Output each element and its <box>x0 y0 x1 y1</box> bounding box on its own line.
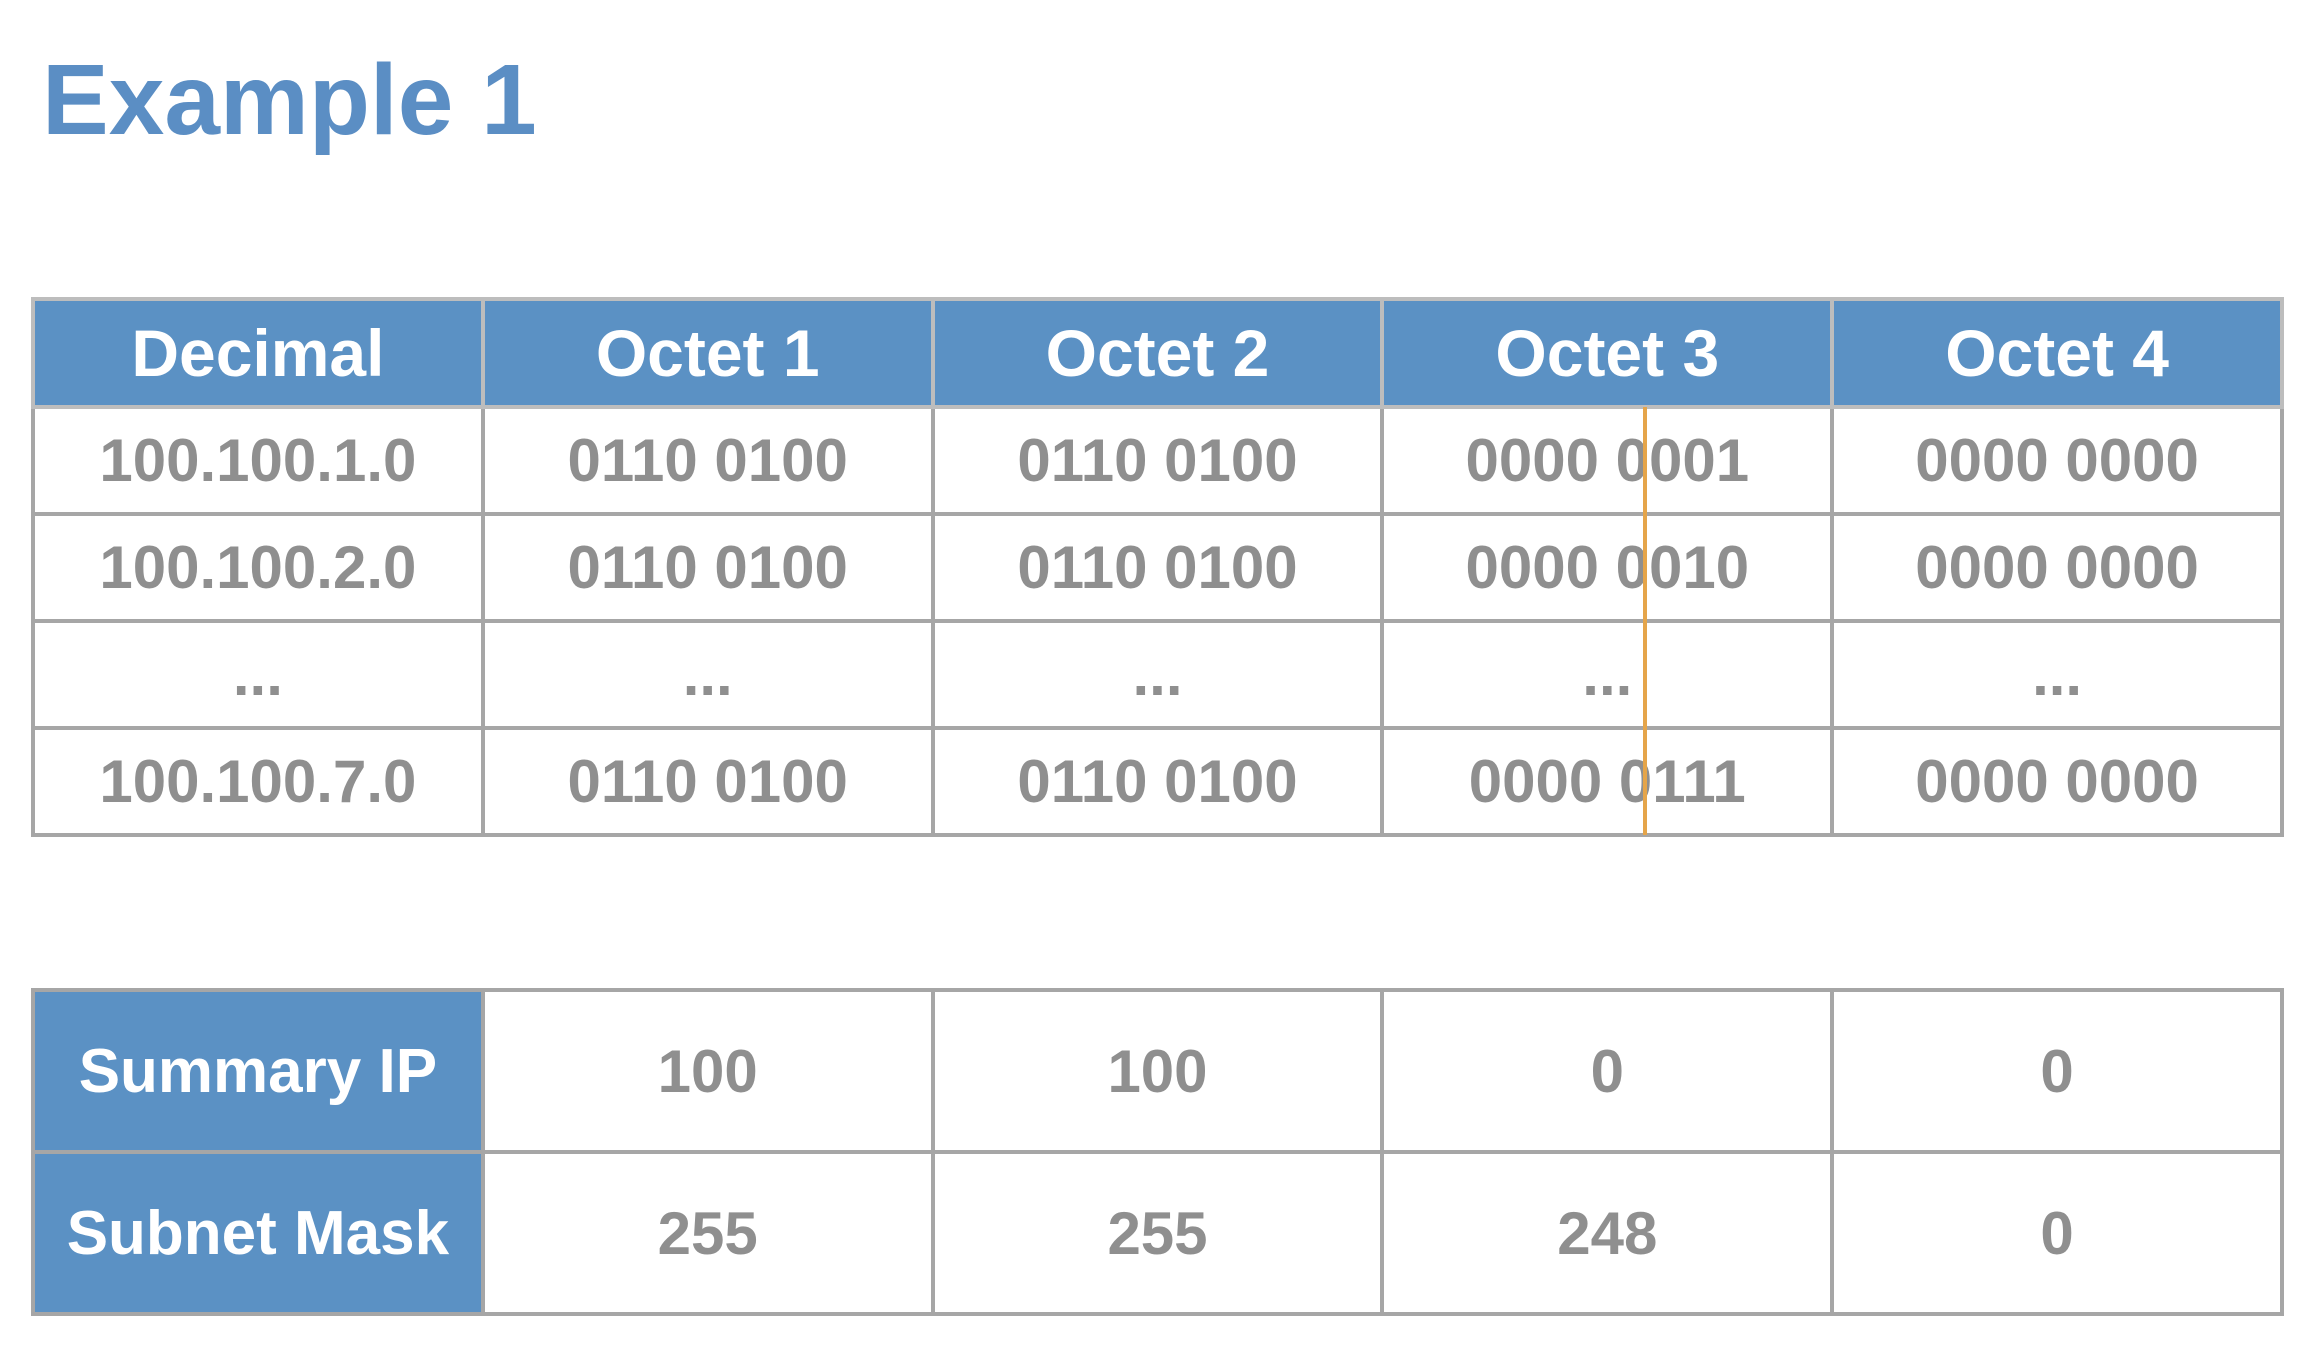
header-octet-2: Octet 2 <box>930 297 1385 409</box>
header-octet-3: Octet 3 <box>1380 297 1835 409</box>
summary-ip-octet-2: 100 <box>930 988 1385 1154</box>
octet-table-header-row: Decimal Octet 1 Octet 2 Octet 3 Octet 4 <box>31 297 2284 409</box>
summary-ip-octet-1: 100 <box>480 988 935 1154</box>
subnet-mask-octet-1: 255 <box>480 1150 935 1316</box>
cell-octet-2: ... <box>930 619 1385 730</box>
cell-octet-1: 0110 0100 <box>480 726 935 837</box>
cell-octet-4: 0000 0000 <box>1830 512 2284 623</box>
cell-decimal: ... <box>31 619 485 730</box>
octet-table: Decimal Octet 1 Octet 2 Octet 3 Octet 4 … <box>31 297 2284 837</box>
subnet-boundary-line <box>1643 407 1647 835</box>
summary-ip-octet-4: 0 <box>1830 988 2284 1154</box>
summary-ip-row: Summary IP 100 100 0 0 <box>31 988 2284 1154</box>
cell-octet-3: ... <box>1380 619 1835 730</box>
cell-octet-3: 0000 0001 <box>1380 405 1835 516</box>
table-row: 100.100.2.0 0110 0100 0110 0100 0000 001… <box>31 512 2284 623</box>
page-title: Example 1 <box>42 44 537 156</box>
table-row: 100.100.7.0 0110 0100 0110 0100 0000 011… <box>31 726 2284 837</box>
cell-decimal: 100.100.2.0 <box>31 512 485 623</box>
cell-octet-1: ... <box>480 619 935 730</box>
cell-octet-2: 0110 0100 <box>930 405 1385 516</box>
cell-octet-1: 0110 0100 <box>480 512 935 623</box>
cell-octet-3: 0000 0111 <box>1380 726 1835 837</box>
subnet-mask-octet-4: 0 <box>1830 1150 2284 1316</box>
summary-ip-octet-3: 0 <box>1380 988 1835 1154</box>
cell-octet-4: ... <box>1830 619 2284 730</box>
cell-octet-2: 0110 0100 <box>930 726 1385 837</box>
header-octet-1: Octet 1 <box>480 297 935 409</box>
subnet-mask-label: Subnet Mask <box>31 1150 485 1316</box>
table-row-ellipsis: ... ... ... ... ... <box>31 619 2284 730</box>
cell-octet-4: 0000 0000 <box>1830 726 2284 837</box>
subnet-mask-row: Subnet Mask 255 255 248 0 <box>31 1150 2284 1316</box>
summary-table: Summary IP 100 100 0 0 Subnet Mask 255 2… <box>31 988 2284 1316</box>
cell-octet-2: 0110 0100 <box>930 512 1385 623</box>
subnet-mask-octet-2: 255 <box>930 1150 1385 1316</box>
cell-octet-1: 0110 0100 <box>480 405 935 516</box>
cell-octet-3: 0000 0010 <box>1380 512 1835 623</box>
summary-ip-label: Summary IP <box>31 988 485 1154</box>
subnet-mask-octet-3: 248 <box>1380 1150 1835 1316</box>
header-octet-4: Octet 4 <box>1830 297 2284 409</box>
cell-decimal: 100.100.1.0 <box>31 405 485 516</box>
cell-decimal: 100.100.7.0 <box>31 726 485 837</box>
cell-octet-4: 0000 0000 <box>1830 405 2284 516</box>
table-row: 100.100.1.0 0110 0100 0110 0100 0000 000… <box>31 405 2284 516</box>
header-decimal: Decimal <box>31 297 485 409</box>
